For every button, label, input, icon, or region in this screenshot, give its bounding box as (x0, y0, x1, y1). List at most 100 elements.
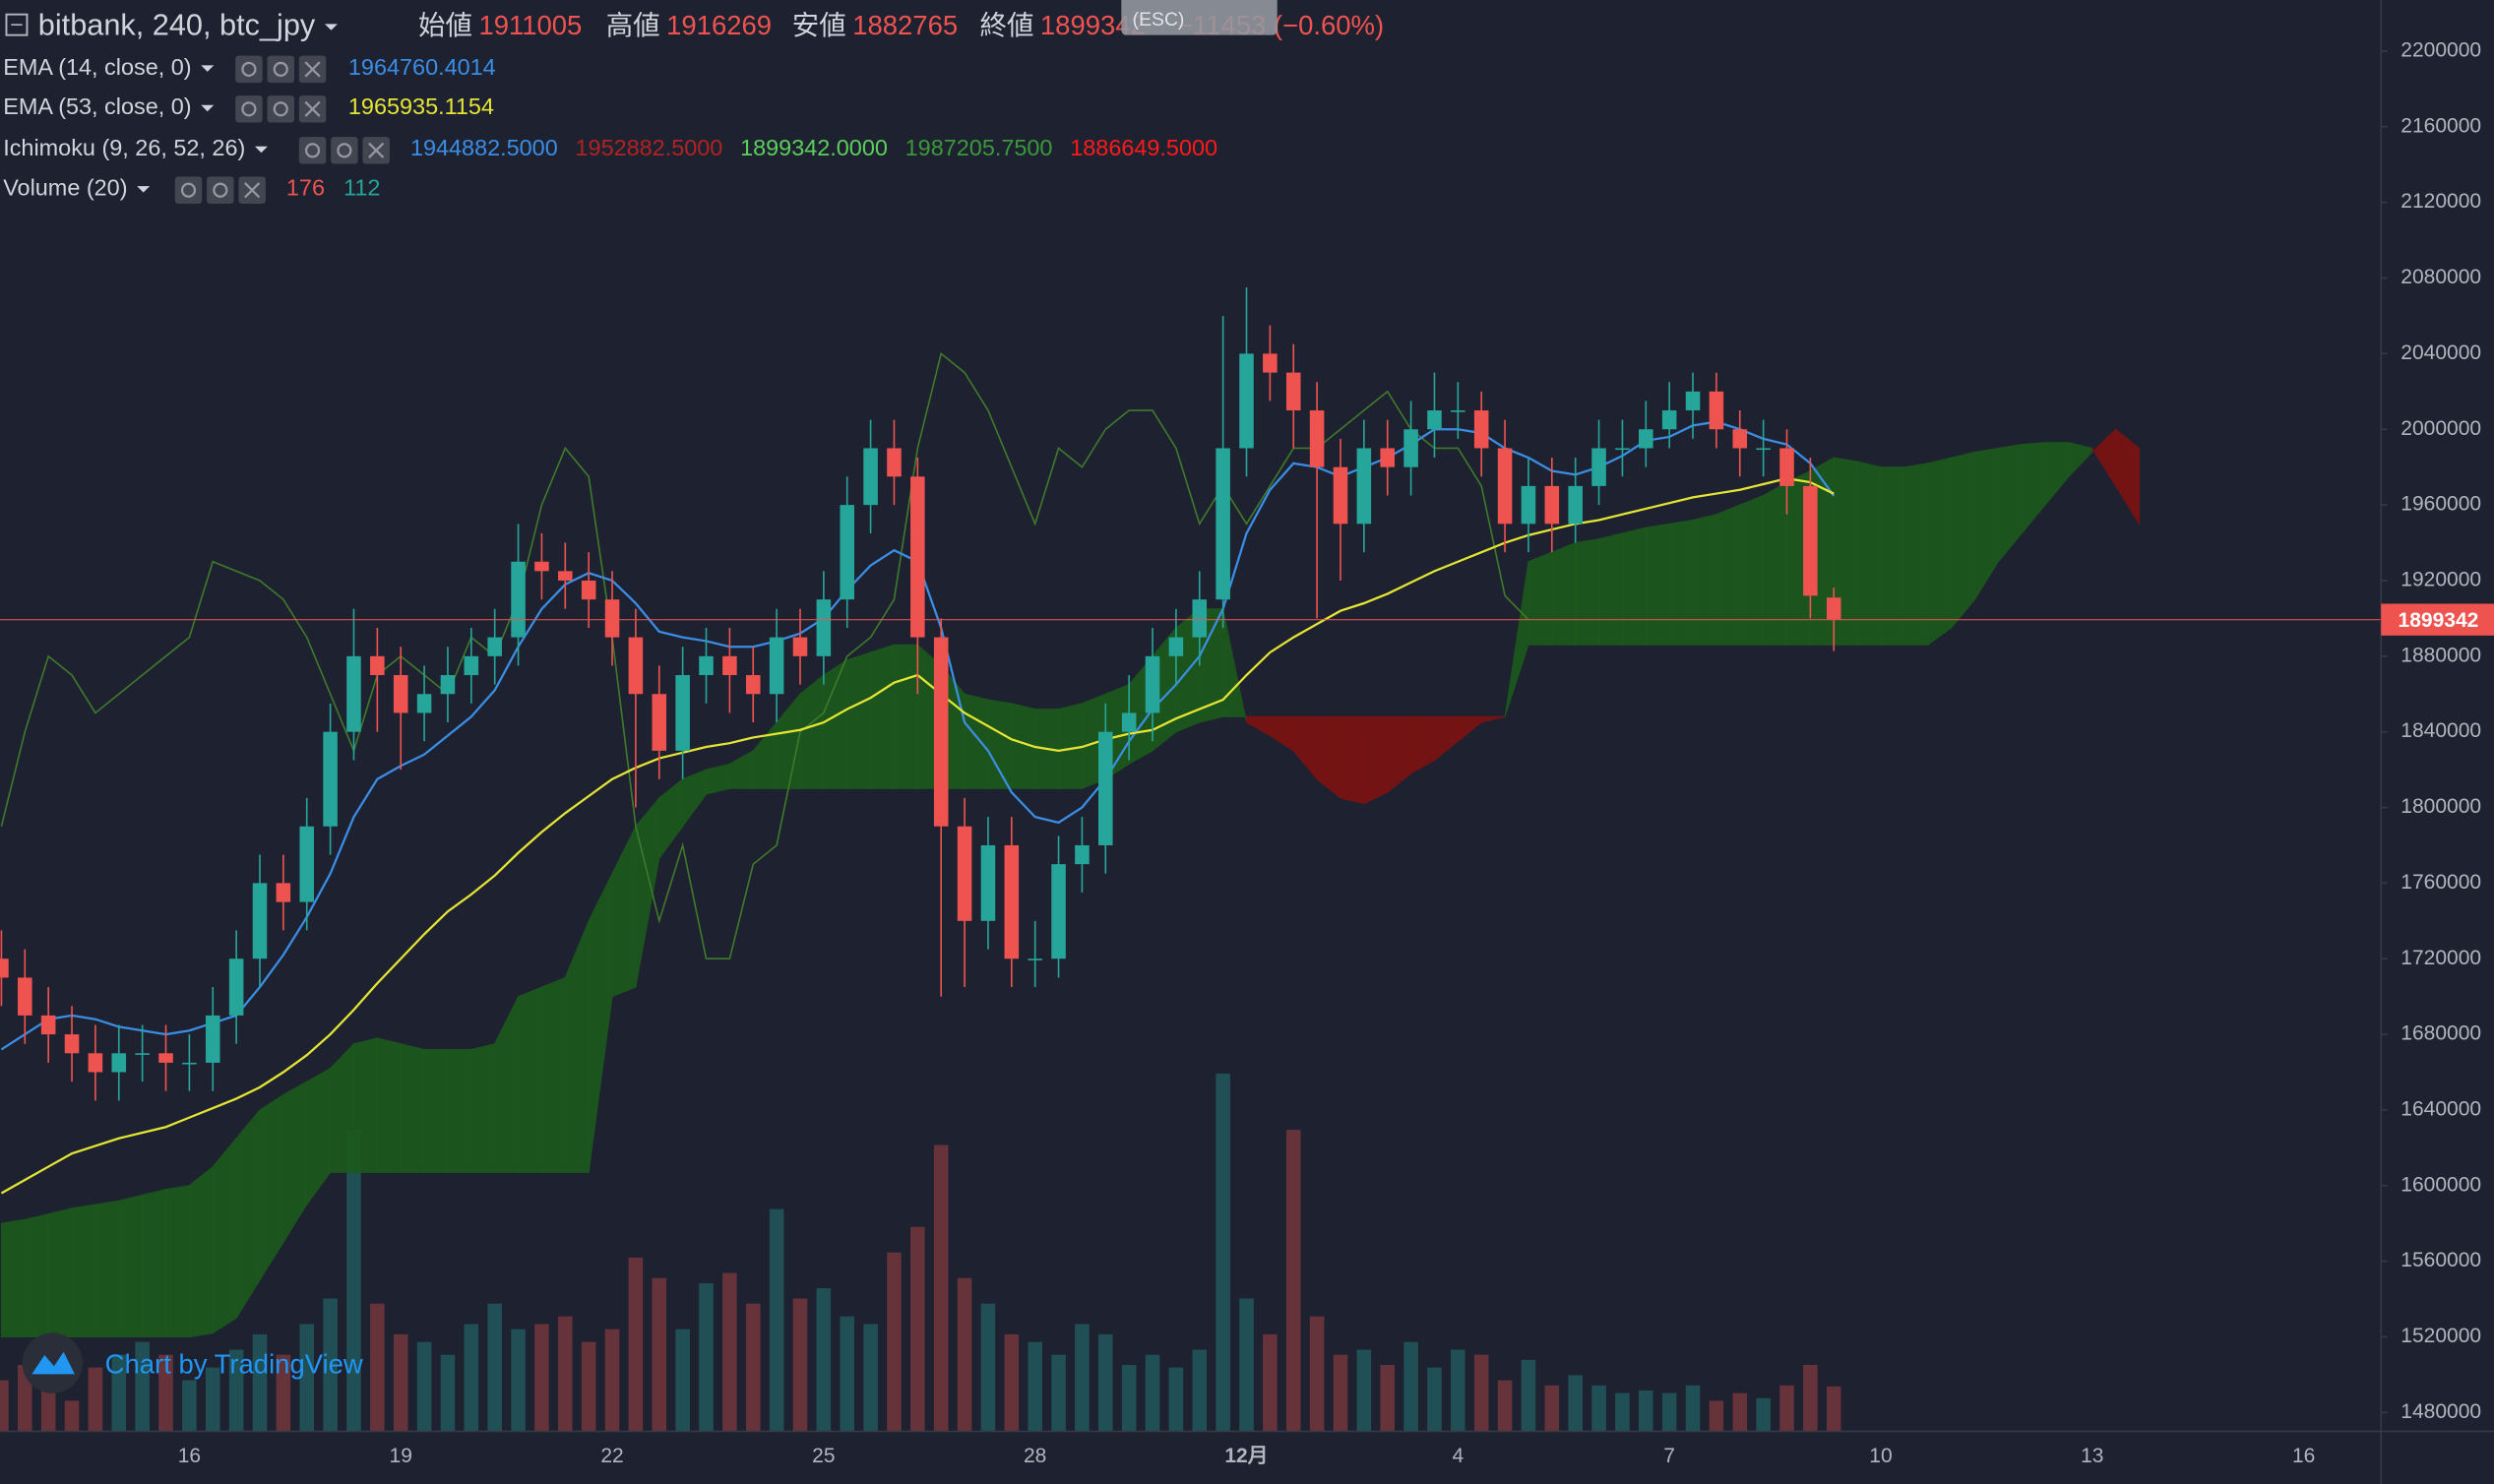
indicator-button (235, 95, 263, 123)
cloud-segment (706, 763, 730, 795)
candle-body (1639, 429, 1653, 449)
y-tick-label: 1640000 (2400, 1097, 2481, 1120)
cloud-segment (823, 658, 848, 789)
volume-bar (182, 1380, 197, 1432)
y-tick-label: 1840000 (2400, 719, 2481, 742)
cloud-segment (893, 644, 918, 789)
indicator-button (267, 95, 294, 123)
cloud-segment (1903, 463, 1929, 646)
volume-bar (1028, 1341, 1042, 1432)
dropdown-caret (201, 104, 215, 112)
candle-body (1309, 410, 1325, 467)
volume-bar (205, 1367, 220, 1432)
y-tick-label: 1720000 (2400, 947, 2481, 969)
volume-bar (1521, 1359, 1536, 1432)
candle-body (980, 844, 996, 921)
y-tick-label: 1760000 (2400, 871, 2481, 894)
indicator-button-icon (273, 61, 288, 77)
indicator-button (174, 176, 203, 204)
candle-body (393, 675, 408, 713)
collapse-icon[interactable] (5, 13, 29, 36)
candle-body (464, 655, 479, 676)
y-tick-label: 2160000 (2400, 114, 2481, 137)
y-tick-label: 1480000 (2400, 1400, 2481, 1423)
candle-body (722, 655, 737, 676)
volume-bar (887, 1252, 902, 1432)
cloud-segment (423, 1048, 449, 1173)
candle-body (816, 599, 832, 656)
volume-bar (1333, 1354, 1348, 1432)
volume-bar (1568, 1375, 1583, 1432)
volume-bar (628, 1257, 644, 1432)
volume-bar (1803, 1365, 1818, 1432)
candle-body (1685, 391, 1701, 411)
candle-body (910, 476, 925, 638)
candle-body (840, 505, 854, 600)
ohlc-value: 1882765 (852, 10, 958, 40)
volume-bar (604, 1329, 620, 1432)
candle-body (487, 637, 502, 656)
candle-body (558, 571, 573, 581)
ohlc-value: 1916269 (666, 10, 772, 40)
candle-body (1521, 485, 1536, 525)
candle-body (1403, 429, 1418, 467)
axes: 1480000 1520000 1560000 1600000 1640000 16800… (178, 39, 2494, 1467)
indicator-button (267, 55, 294, 84)
candle-body (863, 448, 878, 506)
candle-body (1121, 712, 1137, 732)
volume-bar (1756, 1397, 1771, 1432)
cloud-segment (1951, 451, 1975, 630)
legend[interactable]: bitbank, 240, btc_jpy 始値 1911005 高値 1916269 安… (3, 0, 1384, 204)
volume-bar (1615, 1392, 1630, 1432)
cloud-segment (1575, 538, 1600, 646)
y-tick-label: 2000000 (2400, 417, 2481, 440)
candle-body (745, 675, 761, 695)
volume-bar (88, 1367, 103, 1432)
candle-body (1380, 448, 1395, 467)
x-tick-label: 7 (1663, 1445, 1675, 1467)
y-tick-label: 1680000 (2400, 1022, 2481, 1045)
volume-bar (1661, 1392, 1677, 1432)
indicator-name: Volume (20) (3, 175, 127, 201)
indicator-button-icon (241, 101, 257, 117)
indicator-button (235, 55, 263, 84)
volume-bar (0, 1380, 9, 1432)
candle-body (933, 637, 949, 827)
candle-body (1333, 466, 1348, 525)
y-tick-label: 1560000 (2400, 1249, 2481, 1271)
volume-bar (1263, 1333, 1278, 1432)
chart-title: bitbank, 240, btc_jpy (38, 8, 316, 42)
volume-bar (40, 1385, 56, 1432)
candle-body (370, 655, 385, 676)
cloud-segment (447, 1048, 472, 1173)
indicator-value: 1965935.1154 (348, 93, 494, 119)
indicator-button-icon (304, 61, 321, 78)
x-tick-label: 12月 (1224, 1445, 1268, 1467)
candle-body (1145, 655, 1160, 713)
cloud-segment (1058, 703, 1083, 789)
candle-body (1051, 864, 1066, 959)
cloud-segment (1692, 514, 1717, 646)
x-tick-label: 28 (1024, 1445, 1046, 1467)
volume-bar (1051, 1354, 1066, 1432)
candle-body (416, 694, 432, 713)
candle-body (64, 1034, 80, 1054)
volume-bar (1591, 1385, 1606, 1432)
candle-body (1615, 448, 1630, 451)
cloud-segment (846, 651, 872, 789)
cloud-segment (165, 1185, 190, 1337)
watermark[interactable]: Chart by TradingView (22, 1332, 363, 1393)
candle-body (1192, 599, 1208, 638)
cloud-segment (1763, 481, 1787, 646)
volume-bar (252, 1333, 268, 1432)
volume-bar (980, 1303, 996, 1432)
y-tick-label: 2080000 (2400, 266, 2481, 288)
volume-bar (581, 1341, 596, 1432)
candle-body (1661, 410, 1677, 430)
candle-body (1544, 485, 1560, 525)
indicator-value: 1899342.0000 (740, 135, 888, 160)
lagging-span (0, 351, 1529, 960)
volume-bar (863, 1324, 878, 1432)
